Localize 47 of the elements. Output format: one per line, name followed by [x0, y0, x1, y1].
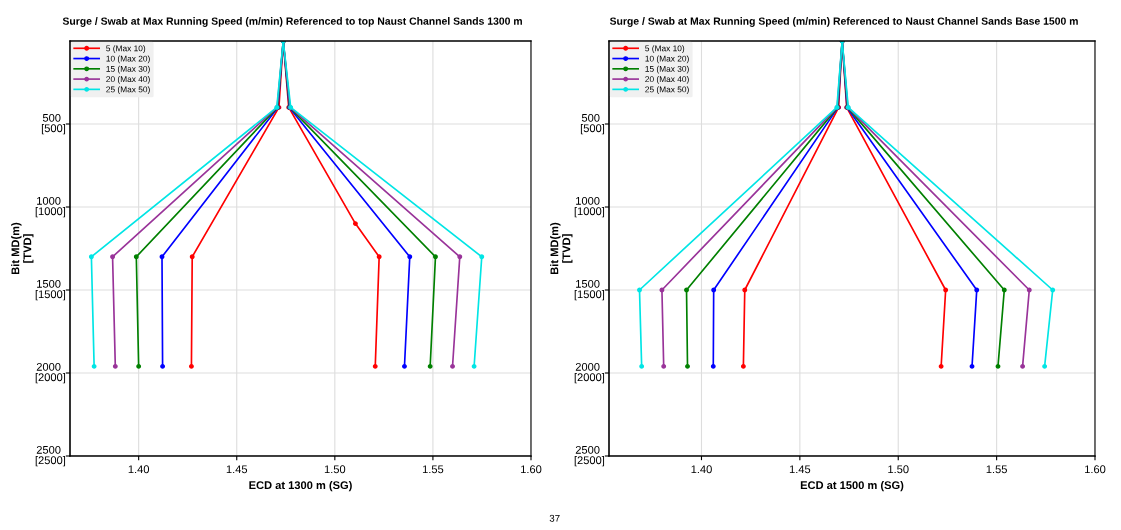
y-tick-label: 2000: [36, 362, 61, 371]
x-tick-label: 1.55: [986, 465, 1007, 474]
x-tick-label: 1.50: [888, 465, 909, 474]
x-axis-title: ECD at 1300 m (SG): [249, 480, 352, 492]
x-tick-label: 1.55: [422, 465, 444, 474]
x-tick-label: 1.45: [226, 465, 248, 474]
x-tick-label: 1.60: [521, 465, 542, 474]
y-tick-label: 1000: [37, 196, 61, 205]
legend-label: 25 (Max 50): [106, 86, 150, 94]
x-tick-label: 1.40: [691, 465, 712, 474]
legend-label: 25 (Max 50): [645, 86, 689, 94]
legend-label: 15 (Max 30): [106, 65, 150, 74]
chart-title: Surge / Swab at Max Running Speed (m/min) Referenced to top Naust Channel Sands 1300 m: [62, 17, 522, 27]
y-tick-label: 500: [581, 113, 600, 122]
y-axis-title: Bit MD(m) [TVD]: [550, 222, 573, 274]
y2-tick-label: [500]: [580, 124, 605, 135]
y-tick-label: 2500: [575, 445, 600, 454]
legend-label: 10 (Max 20): [106, 55, 150, 64]
y-tick-label: 1500: [576, 279, 600, 288]
y-tick-label: 1500: [37, 279, 61, 288]
y2-tick-label: [1000]: [574, 207, 605, 218]
legend-label: 5 (Max 10): [106, 45, 146, 53]
y-tick-label: 2500: [36, 445, 61, 454]
y2-tick-label: [2500]: [574, 456, 605, 467]
y2-tick-label: [1500]: [574, 290, 605, 301]
x-tick-label: 1.50: [324, 465, 346, 474]
x-tick-label: 1.40: [128, 465, 150, 474]
y-tick-label: 2000: [575, 362, 600, 371]
y-tick-label: 1000: [576, 196, 600, 205]
x-tick-label: 1.45: [789, 465, 811, 474]
y-tick-label: 500: [42, 113, 61, 122]
y2-tick-label: [1500]: [35, 290, 66, 301]
y2-tick-label: [2500]: [35, 456, 66, 467]
x-axis-title: ECD at 1500 m (SG): [800, 480, 904, 492]
legend-label: 20 (Max 40): [106, 75, 150, 84]
legend-label: 15 (Max 30): [645, 65, 689, 74]
legend-label: 20 (Max 40): [645, 75, 689, 84]
text: 37: [549, 514, 560, 522]
legend-label: 5 (Max 10): [645, 45, 685, 53]
x-tick-label: 1.60: [1085, 465, 1106, 474]
y2-tick-label: [1000]: [35, 207, 66, 218]
y-axis-title: Bit MD(m) [TVD]: [11, 222, 34, 274]
legend-label: 10 (Max 20): [645, 55, 689, 64]
y2-tick-label: [2000]: [35, 373, 66, 384]
y2-tick-label: [2000]: [574, 373, 605, 384]
y2-tick-label: [500]: [41, 124, 66, 135]
chart-title: Surge / Swab at Max Running Speed (m/min) Referenced to Naust Channel Sands Base 1500 m: [609, 17, 1078, 27]
